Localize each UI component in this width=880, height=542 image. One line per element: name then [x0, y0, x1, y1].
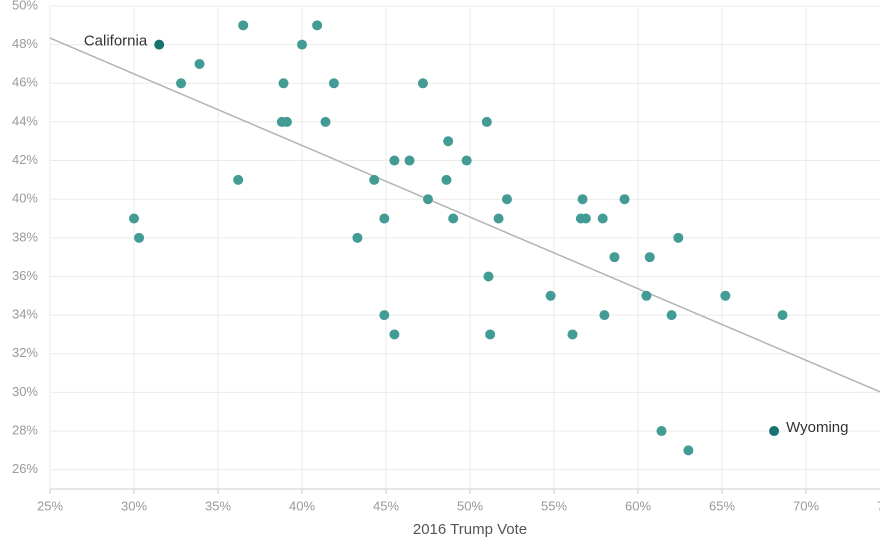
point — [493, 213, 504, 224]
point — [609, 252, 620, 263]
y-tick-label: 46% — [12, 75, 38, 90]
x-tick-label: 45% — [373, 498, 399, 513]
point — [443, 136, 454, 147]
x-tick-label: 75% — [877, 498, 880, 513]
trend-line — [49, 37, 880, 393]
y-tick-label: 34% — [12, 307, 38, 322]
point-label: Wyoming — [786, 419, 848, 436]
x-axis-label: 2016 Trump Vote — [413, 521, 527, 538]
x-tick-label: 30% — [121, 498, 147, 513]
x-tick-label: 40% — [289, 498, 315, 513]
point — [441, 174, 452, 185]
point — [154, 39, 165, 50]
point — [485, 329, 496, 340]
point — [233, 174, 244, 185]
point — [666, 310, 677, 321]
point — [720, 290, 731, 301]
point — [641, 290, 652, 301]
point — [461, 155, 472, 166]
point — [448, 213, 459, 224]
point — [379, 213, 390, 224]
point — [194, 58, 205, 69]
point — [417, 78, 428, 89]
point — [404, 155, 415, 166]
point — [481, 116, 492, 127]
point — [297, 39, 307, 50]
x-tick-label: 55% — [541, 498, 567, 513]
y-tick-label: 30% — [12, 384, 38, 399]
x-tick-label: 25% — [37, 498, 63, 513]
point-label: California — [84, 33, 148, 50]
y-tick-label: 26% — [12, 461, 38, 476]
point — [369, 174, 380, 185]
x-tick-label: 70% — [793, 498, 819, 513]
point — [580, 213, 591, 224]
point — [134, 232, 145, 243]
point — [423, 194, 433, 205]
y-tick-label: 36% — [12, 268, 38, 283]
point — [597, 213, 608, 224]
y-tick-label: 32% — [12, 345, 38, 360]
point — [389, 155, 400, 166]
x-tick-label: 65% — [709, 498, 735, 513]
y-tick-label: 50% — [12, 0, 38, 12]
point — [389, 329, 400, 340]
point — [483, 271, 494, 282]
point — [281, 116, 292, 127]
point — [619, 194, 630, 205]
point — [683, 445, 694, 456]
point — [278, 78, 289, 89]
y-tick-label: 48% — [12, 36, 38, 51]
x-tick-label: 35% — [205, 498, 231, 513]
y-tick-label: 28% — [12, 422, 38, 437]
point — [129, 213, 139, 224]
point — [312, 20, 323, 31]
point — [501, 194, 512, 205]
point — [379, 310, 390, 321]
y-tick-label: 38% — [12, 229, 38, 244]
point — [673, 232, 684, 243]
point — [545, 290, 556, 301]
x-tick-label: 60% — [625, 498, 651, 513]
point — [176, 78, 187, 89]
point — [320, 116, 331, 127]
point — [777, 310, 788, 321]
point — [352, 232, 363, 243]
y-tick-label: 40% — [12, 191, 38, 206]
y-tick-label: 44% — [12, 113, 38, 128]
y-tick-label: 42% — [12, 152, 38, 167]
point — [769, 426, 780, 437]
point — [238, 20, 249, 31]
point — [567, 329, 578, 340]
point — [644, 252, 655, 263]
x-tick-label: 50% — [457, 498, 483, 513]
point — [328, 78, 339, 89]
point — [599, 310, 610, 321]
point — [577, 194, 588, 205]
point — [656, 426, 667, 437]
